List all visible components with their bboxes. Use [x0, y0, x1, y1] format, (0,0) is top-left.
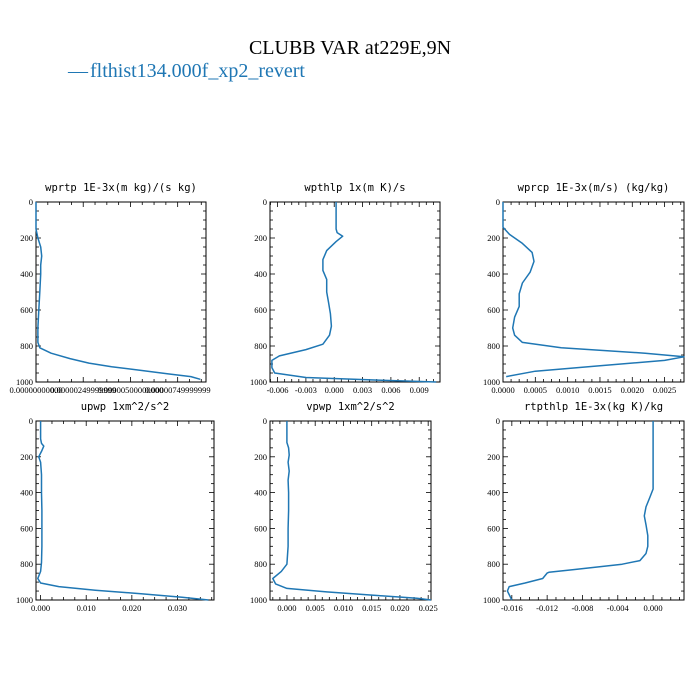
y-tick-label: 1000 — [16, 377, 33, 387]
series-line — [271, 202, 437, 383]
x-tick-label: 0.000 — [277, 603, 296, 613]
x-tick-label: 0.000 — [644, 603, 663, 613]
panel-6: rtpthlp 1E-3x(kg K)/kg02004006008001000-… — [483, 401, 685, 613]
panel-title: wprtp 1E-3x(m kg)/(s kg) — [45, 182, 197, 194]
panel-5: vpwp 1xm^2/s^2 0 200 400 600 800 1000 0.000 0.00… — [250, 401, 438, 613]
x-tick-label: 0.005 — [306, 603, 325, 613]
y-tick-label: 200 — [254, 233, 267, 243]
x-tick-label: -0.004 — [607, 603, 630, 613]
x-tick-label: 0.00000749999999 — [145, 385, 211, 395]
x-tick-label: 0.0000 — [491, 385, 514, 395]
series-line — [37, 421, 209, 601]
y-tick-label: 800 — [20, 341, 33, 351]
legend: — flthist134.000f_xp2_revert — [67, 60, 305, 82]
x-tick-label: 0.020 — [122, 603, 141, 613]
x-tick-label: -0.008 — [571, 603, 593, 613]
plot-frame — [35, 201, 207, 383]
y-tick-label: 200 — [487, 452, 500, 462]
panel-title: wpthlp 1x(m K)/s — [304, 182, 405, 194]
y-tick-label: 0 — [496, 416, 500, 426]
x-tick-label: 0.006 — [381, 385, 400, 395]
x-tick-label: -0.012 — [536, 603, 558, 613]
series-line — [35, 202, 201, 381]
x-tick-label: 0.003 — [353, 385, 372, 395]
plot-frame — [502, 420, 685, 601]
y-tick-label: 600 — [20, 523, 33, 533]
y-tick-label: 600 — [487, 523, 500, 533]
y-tick-label: 600 — [20, 305, 33, 315]
x-tick-label: 0.00000249999999 — [50, 385, 116, 395]
y-tick-label: 200 — [487, 233, 500, 243]
panel-3: wprcp 1E-3x(m/s) (kg/kg) 0 200 400 600 800 100… — [483, 182, 685, 395]
y-tick-label: 0 — [29, 416, 33, 426]
y-tick-label: 0 — [29, 197, 33, 207]
panel-2: wpthlp 1x(m K)/s 0 200 400 600 800 1000-0.006-… — [250, 182, 441, 395]
x-tick-label: 0.025 — [419, 603, 438, 613]
y-tick-label: 600 — [487, 305, 500, 315]
x-tick-label: 0.0020 — [621, 385, 644, 395]
panel-1: wprtp 1E-3x(m kg)/(s kg) 0 200 400 600 800 100… — [9, 182, 210, 395]
y-tick-label: 400 — [254, 269, 267, 279]
x-tick-label: 0.00000500000000 — [98, 385, 164, 395]
y-tick-label: 800 — [487, 559, 500, 569]
y-tick-label: 1000 — [483, 595, 500, 605]
y-tick-label: 200 — [20, 233, 33, 243]
y-tick-label: 800 — [487, 341, 500, 351]
plot-frame — [269, 420, 432, 601]
y-tick-label: 400 — [20, 269, 33, 279]
x-tick-label: 0.010 — [334, 603, 353, 613]
y-tick-label: 800 — [20, 559, 33, 569]
x-tick-label: 0.015 — [362, 603, 381, 613]
y-tick-label: 400 — [487, 488, 500, 498]
x-tick-label: -0.016 — [501, 603, 523, 613]
panel-title: vpwp 1xm^2/s^2 — [306, 401, 395, 413]
series-line — [272, 421, 432, 601]
y-tick-label: 0 — [263, 197, 267, 207]
series-line — [502, 202, 685, 378]
panel-title: wprcp 1E-3x(m/s) (kg/kg) — [518, 182, 670, 194]
y-tick-label: 600 — [254, 523, 267, 533]
panel-title: upwp 1xm^2/s^2 — [81, 401, 170, 413]
x-tick-label: 0.0005 — [524, 385, 547, 395]
x-tick-label: 0.009 — [410, 385, 429, 395]
plot-frame — [35, 420, 215, 601]
panels: wprtp 1E-3x(m kg)/(s kg) 0 200 400 600 800 100… — [9, 182, 685, 613]
y-tick-label: 400 — [20, 488, 33, 498]
y-tick-label: 0 — [496, 197, 500, 207]
y-tick-label: 400 — [254, 488, 267, 498]
x-tick-label: 0.000 — [31, 603, 50, 613]
y-tick-label: 0 — [263, 416, 267, 426]
y-tick-label: 1000 — [483, 377, 500, 387]
x-tick-label: 0.020 — [390, 603, 409, 613]
x-tick-label: 0.010 — [77, 603, 96, 613]
x-tick-label: 0.0010 — [556, 385, 579, 395]
x-tick-label: -0.003 — [295, 385, 317, 395]
x-tick-label: 0.00000000000 — [9, 385, 62, 395]
y-tick-label: 1000 — [16, 595, 33, 605]
x-tick-label: 0.000 — [325, 385, 344, 395]
y-tick-label: 800 — [254, 341, 267, 351]
figure-title: CLUBB VAR at229E,9N — [249, 37, 451, 59]
y-tick-label: 200 — [254, 452, 267, 462]
y-tick-label: 200 — [20, 452, 33, 462]
y-tick-label: 1000 — [250, 377, 267, 387]
x-tick-label: 0.030 — [168, 603, 187, 613]
legend-label: flthist134.000f_xp2_revert — [90, 60, 305, 82]
y-tick-label: 1000 — [250, 595, 267, 605]
plot-frame — [269, 201, 441, 383]
x-tick-label: 0.0025 — [653, 385, 676, 395]
legend-line-marker: — — [67, 60, 89, 82]
series-line — [506, 421, 654, 601]
x-tick-label: 0.0015 — [588, 385, 611, 395]
y-tick-label: 800 — [254, 559, 267, 569]
y-tick-label: 400 — [487, 269, 500, 279]
x-tick-label: -0.006 — [267, 385, 289, 395]
y-tick-label: 600 — [254, 305, 267, 315]
panel-title: rtpthlp 1E-3x(kg K)/kg — [524, 401, 663, 413]
